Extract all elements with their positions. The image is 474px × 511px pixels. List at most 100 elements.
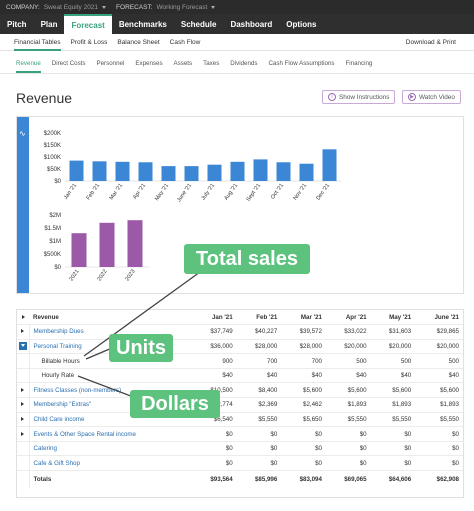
cell-value[interactable]: $0: [325, 455, 371, 472]
row-expander[interactable]: [17, 426, 30, 442]
cell-value[interactable]: $5,650: [281, 412, 326, 428]
cell-value[interactable]: 700: [281, 353, 326, 369]
chart-toggle-strip[interactable]: ∿: [17, 117, 29, 293]
show-instructions-button[interactable]: i Show Instructions: [322, 90, 396, 104]
cell-value[interactable]: $31,603: [370, 324, 416, 340]
row-expander[interactable]: [17, 382, 30, 399]
cell-value[interactable]: $5,550: [415, 412, 463, 428]
expand-all-icon[interactable]: [22, 314, 25, 319]
cell-value[interactable]: $40: [415, 368, 463, 384]
row-label[interactable]: Catering: [29, 441, 193, 457]
cell-value[interactable]: $5,550: [325, 412, 371, 428]
tab-financing[interactable]: Financing: [345, 60, 373, 67]
row-expander[interactable]: [17, 412, 30, 428]
cell-value[interactable]: $0: [192, 426, 237, 442]
cell-value[interactable]: $40: [236, 368, 282, 384]
cell-value[interactable]: $0: [370, 426, 416, 442]
cell-value[interactable]: $40: [370, 368, 416, 384]
cell-value[interactable]: $40: [281, 368, 326, 384]
row-label[interactable]: Cafe & Gift Shop: [29, 455, 193, 472]
cell-value[interactable]: $5,600: [370, 382, 416, 399]
cell-value[interactable]: $8,400: [236, 382, 282, 399]
cell-value[interactable]: $40,227: [236, 324, 282, 340]
cell-value[interactable]: $39,572: [281, 324, 326, 340]
collapse-icon[interactable]: [18, 342, 27, 351]
cell-value[interactable]: $5,550: [236, 412, 282, 428]
cell-value[interactable]: $5,600: [281, 382, 326, 399]
chevron-down-icon[interactable]: [211, 5, 216, 9]
cell-value[interactable]: $5,600: [325, 382, 371, 399]
cell-value[interactable]: $40: [192, 368, 237, 384]
expand-icon[interactable]: [21, 387, 25, 392]
cell-value[interactable]: $0: [281, 455, 326, 472]
cell-value[interactable]: $2,462: [281, 397, 326, 413]
cell-value[interactable]: $0: [236, 441, 282, 457]
nav-item-benchmarks[interactable]: Benchmarks: [118, 19, 167, 29]
cell-value[interactable]: $0: [325, 426, 371, 442]
expand-icon[interactable]: [21, 416, 25, 421]
nav-item-forecast[interactable]: Forecast: [64, 14, 112, 34]
cell-value[interactable]: 500: [325, 353, 371, 369]
row-expander[interactable]: [17, 324, 30, 340]
cell-value[interactable]: $0: [415, 426, 463, 442]
cell-value[interactable]: $20,000: [370, 339, 416, 355]
nav-item-dashboard[interactable]: Dashboard: [230, 19, 273, 29]
chevron-down-icon[interactable]: [102, 5, 107, 9]
cell-value[interactable]: $5,600: [415, 382, 463, 399]
cell-value[interactable]: $36,000: [192, 339, 237, 355]
tab-taxes[interactable]: Taxes: [203, 60, 220, 67]
row-label[interactable]: Events & Other Space Rental income: [29, 426, 193, 442]
cell-value[interactable]: $1,893: [415, 397, 463, 413]
cell-value[interactable]: $28,000: [281, 339, 326, 355]
watch-video-button[interactable]: ▶ Watch Video: [402, 90, 461, 104]
cell-value[interactable]: $0: [415, 455, 463, 472]
cell-value[interactable]: $0: [325, 441, 371, 457]
cell-value[interactable]: $37,749: [192, 324, 237, 340]
nav-item-schedule[interactable]: Schedule: [180, 19, 217, 29]
subnav-balance-sheet[interactable]: Balance Sheet: [117, 38, 160, 46]
nav-item-plan[interactable]: Plan: [40, 19, 58, 29]
subnav-profit-loss[interactable]: Profit & Loss: [70, 38, 108, 46]
forecast-select[interactable]: Working Forecast: [156, 3, 208, 11]
cell-value[interactable]: $0: [281, 441, 326, 457]
download-print-link[interactable]: Download & Print: [405, 38, 456, 46]
cell-value[interactable]: $0: [192, 441, 237, 457]
cell-value[interactable]: $0: [236, 455, 282, 472]
subnav-cash-flow[interactable]: Cash Flow: [169, 38, 201, 46]
tab-dividends[interactable]: Dividends: [230, 60, 258, 67]
cell-value[interactable]: $20,000: [325, 339, 371, 355]
expand-icon[interactable]: [21, 329, 25, 334]
tab-cash-flow-assumptions[interactable]: Cash Flow Assumptions: [268, 60, 335, 67]
tab-assets[interactable]: Assets: [173, 60, 193, 67]
cell-value[interactable]: $0: [236, 426, 282, 442]
row-expander[interactable]: [17, 397, 30, 413]
tab-expenses[interactable]: Expenses: [135, 60, 163, 67]
cell-value[interactable]: $1,893: [325, 397, 371, 413]
cell-value[interactable]: $28,000: [236, 339, 282, 355]
cell-value[interactable]: $1,893: [370, 397, 416, 413]
tab-personnel[interactable]: Personnel: [96, 60, 125, 67]
cell-value[interactable]: $0: [281, 426, 326, 442]
cell-value[interactable]: $0: [415, 441, 463, 457]
cell-value[interactable]: $2,369: [236, 397, 282, 413]
subnav-financial-tables[interactable]: Financial Tables: [14, 39, 61, 51]
cell-value[interactable]: $29,865: [415, 324, 463, 340]
nav-item-pitch[interactable]: Pitch: [7, 19, 27, 29]
cell-value[interactable]: $40: [325, 368, 371, 384]
nav-item-options[interactable]: Options: [286, 19, 317, 29]
cell-value[interactable]: $20,000: [415, 339, 463, 355]
row-expander[interactable]: [17, 339, 30, 355]
cell-value[interactable]: 500: [370, 353, 416, 369]
company-select[interactable]: Sweat Equity 2021: [43, 3, 99, 11]
expand-icon[interactable]: [21, 431, 25, 436]
cell-value[interactable]: $0: [192, 455, 237, 472]
tab-direct-costs[interactable]: Direct Costs: [51, 60, 86, 67]
cell-value[interactable]: 700: [236, 353, 282, 369]
cell-value[interactable]: 500: [415, 353, 463, 369]
expand-icon[interactable]: [21, 402, 25, 407]
cell-value[interactable]: $33,022: [325, 324, 371, 340]
cell-value[interactable]: $0: [370, 455, 416, 472]
tab-revenue[interactable]: Revenue: [16, 60, 41, 73]
cell-value[interactable]: $5,550: [370, 412, 416, 428]
cell-value[interactable]: 900: [192, 353, 237, 369]
